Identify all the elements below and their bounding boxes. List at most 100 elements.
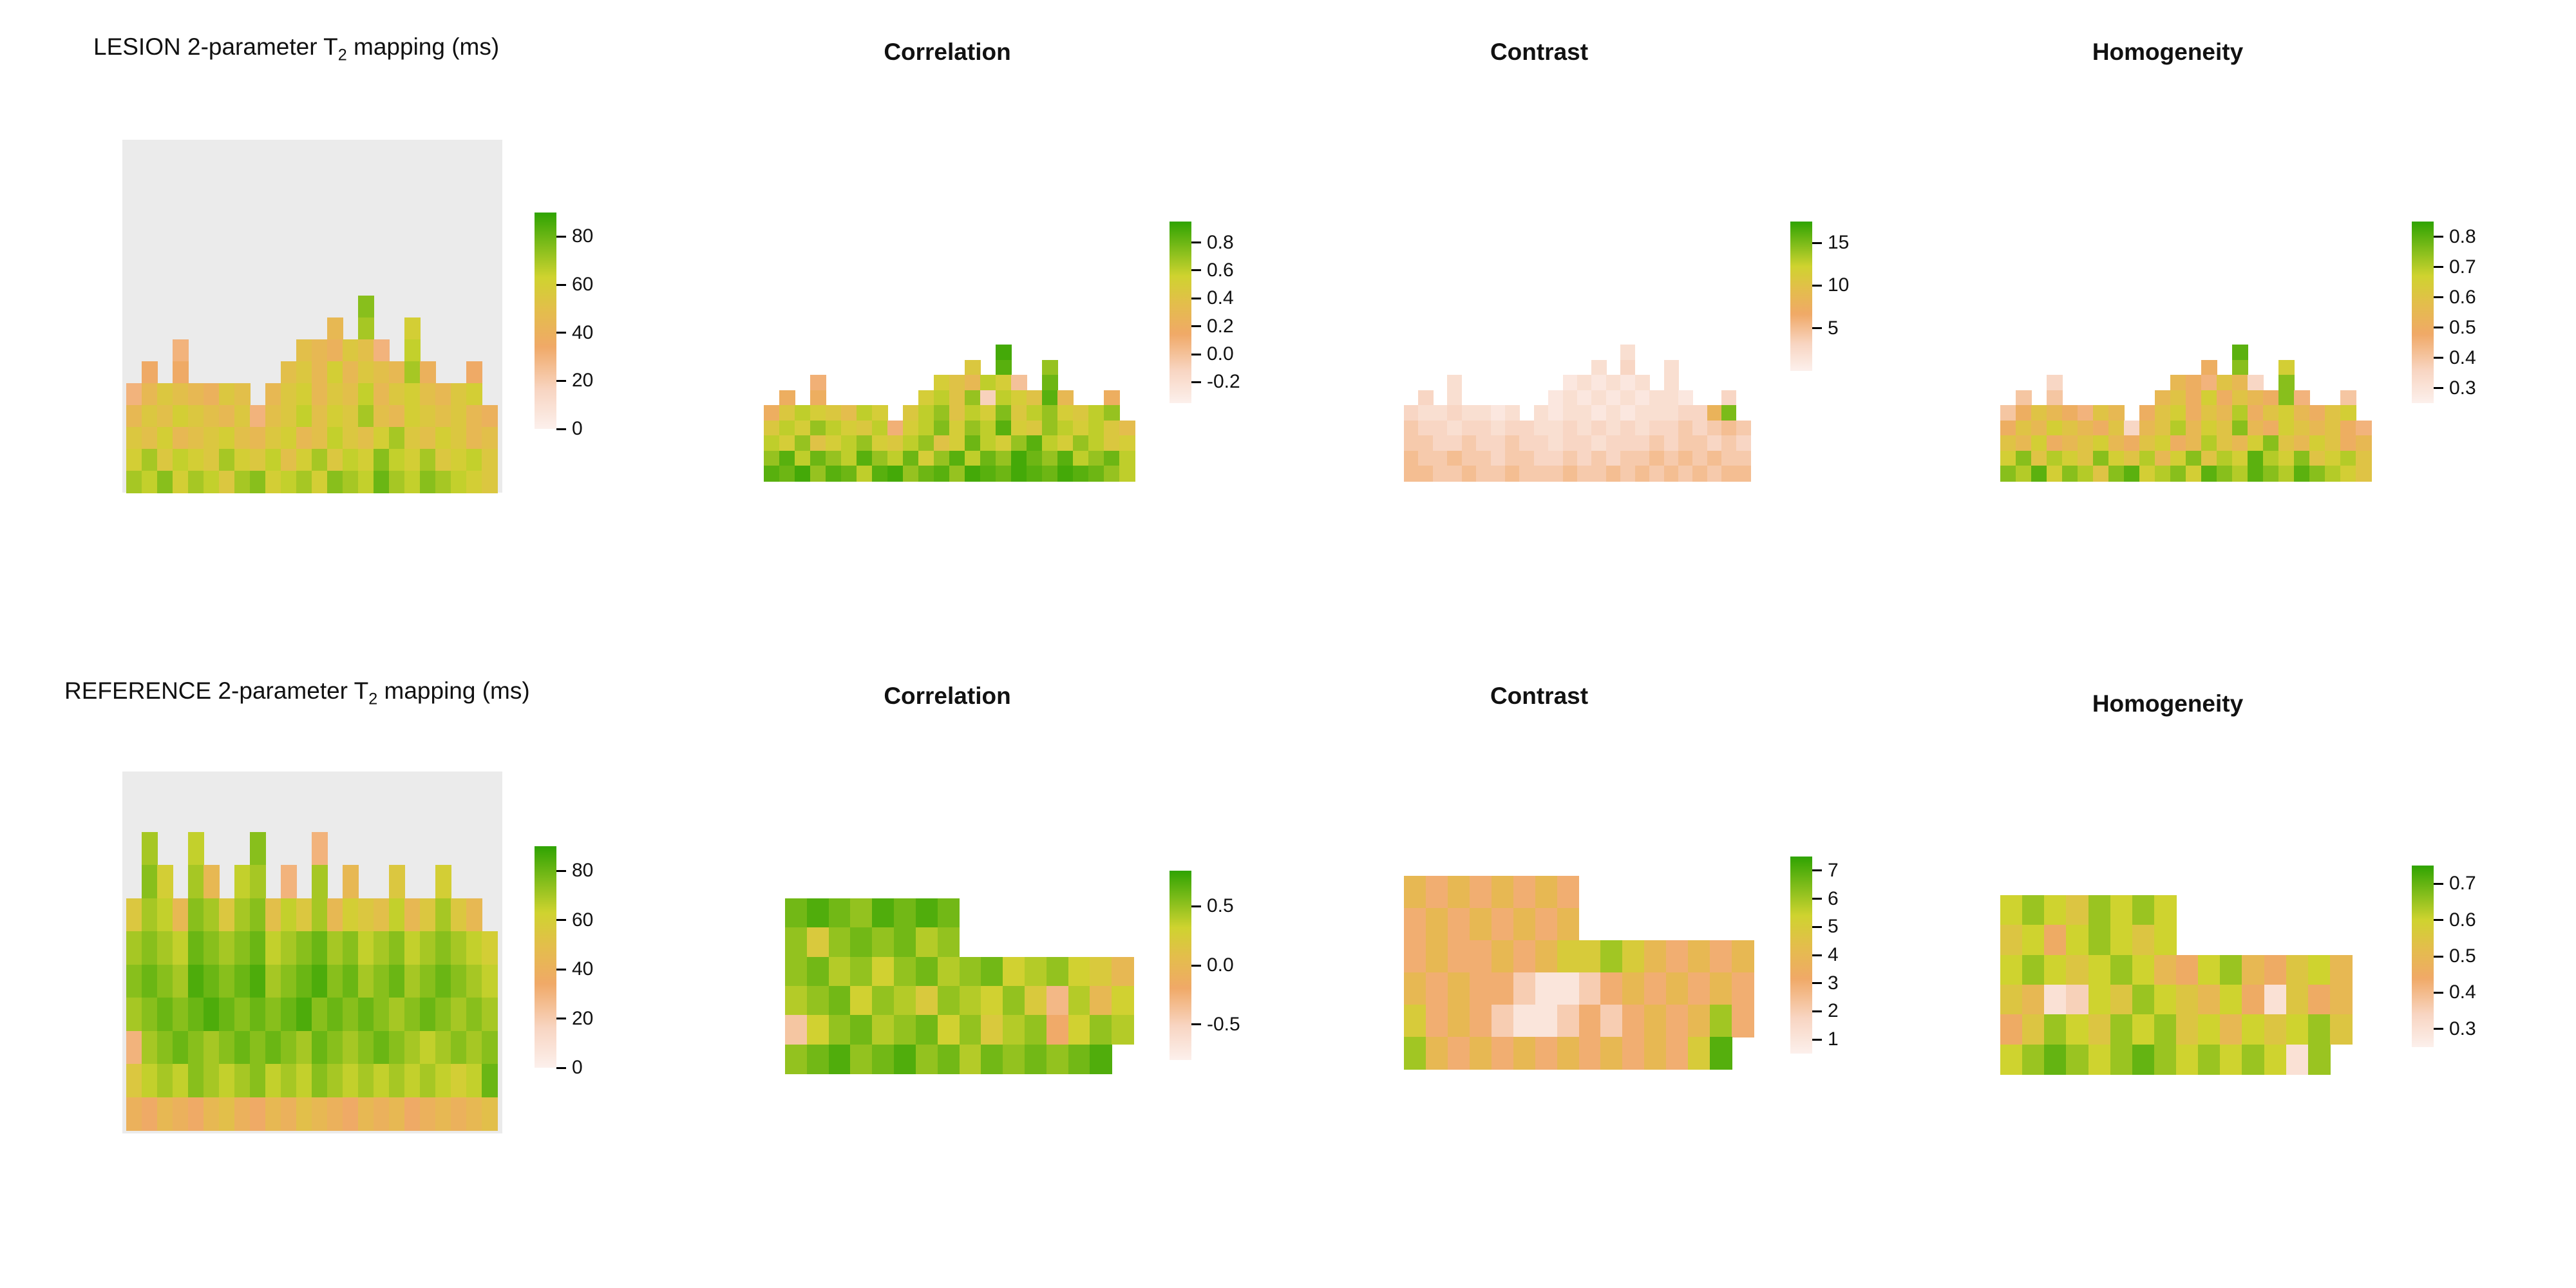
heatmap-cell [420,383,436,406]
heatmap-cell [2220,1044,2243,1075]
heatmap-cell [281,361,297,384]
heatmap-cell [1027,390,1043,406]
heatmap-cell [157,1030,173,1065]
heatmap-cell [2201,375,2217,391]
heatmap-cell [2232,375,2248,391]
heatmap-cell [1666,1037,1689,1070]
heatmap-cell [1513,972,1536,1005]
heatmap-cell [142,931,158,965]
heatmap-cell [358,471,374,493]
heatmap-cell [1513,1037,1536,1070]
heatmap-cell [887,435,904,451]
heatmap-cell [857,420,873,437]
heatmap-cell [126,1097,142,1131]
heatmap-cell [872,956,895,987]
heatmap-cell [1649,390,1665,406]
heatmap-reference-homogeneity [2000,895,2353,1075]
heatmap-cell [1736,450,1751,467]
legend-tick-label: 60 [572,274,594,295]
heatmap-cell [841,466,857,482]
heatmap-cell [2307,1014,2331,1045]
legend-tick-label: 0.6 [1207,259,1234,281]
heatmap-cell [2232,345,2248,361]
heatmap-cell [466,1030,482,1065]
legend-tick [1191,297,1201,299]
heatmap-cell [2022,954,2045,985]
heatmap-cell [204,405,220,428]
heatmap-cell [1600,1037,1624,1070]
heatmap-cell [2170,390,2186,406]
heatmap-cell [466,1064,482,1098]
heatmap-cell [296,383,312,406]
heatmap-cell [1425,876,1448,909]
heatmap-cell [980,405,996,421]
heatmap-cell [404,1064,421,1098]
legend-tick [2434,955,2443,958]
heatmap-cell [250,1030,266,1065]
heatmap-cell [2340,450,2356,467]
heatmap-cell [126,449,142,471]
heatmap-cell [2047,435,2063,451]
legend-tick [1191,381,1201,383]
heatmap-cell [1622,1037,1645,1070]
heatmap-cell [2044,954,2067,985]
heatmap-cell [265,1030,281,1065]
heatmap-cell [389,964,405,998]
legend-tick [2434,882,2443,885]
heatmap-cell [1404,908,1426,941]
heatmap-cell [250,998,266,1032]
heatmap-cell [1490,435,1506,451]
legend-tick-label: -0.2 [1207,371,1240,393]
heatmap-cell [2232,466,2248,482]
heatmap-cell [250,405,266,428]
heatmap-cell [2022,985,2045,1016]
heatmap-cell [1088,435,1104,451]
heatmap-cell [2201,420,2217,437]
heatmap-cell [1469,940,1492,973]
heatmap-cell [343,449,359,471]
heatmap-cell [358,361,374,384]
legend-tick [1812,898,1822,900]
heatmap-cell [466,361,482,384]
colorbar-legend: 0 20 40 60 80 [535,846,676,1078]
heatmap-cell [810,466,826,482]
heatmap-cell [1119,450,1135,467]
heatmap-cell [250,449,266,471]
heatmap-cell [374,339,390,362]
legend-tick [1812,982,1822,985]
heatmap-cell [2044,895,2067,926]
heatmap-cell [219,405,235,428]
heatmap-cell [1104,450,1120,467]
heatmap-cell [1090,956,1112,987]
heatmap-cell [296,1097,312,1131]
heatmap-cell [1692,435,1708,451]
heatmap-cell [1042,420,1058,437]
heatmap-cell [358,383,374,406]
heatmap-cell [2155,435,2171,451]
heatmap-cell [1533,420,1549,437]
heatmap-cell [1548,390,1564,406]
heatmap-cell [2000,1044,2023,1075]
heatmap-cell [188,865,204,899]
heatmap-cell [2154,895,2177,926]
heatmap-cell [2031,405,2047,421]
heatmap-cell [281,1030,297,1065]
heatmap-cell [2132,954,2155,985]
heatmap-cell [1011,466,1027,482]
panel-title-reference-contrast: Contrast [1410,683,1668,710]
heatmap-cell [327,1030,343,1065]
heatmap-cell [482,1064,498,1098]
heatmap-cell [188,1030,204,1065]
heatmap-cell [828,1044,851,1074]
heatmap-cell [1710,1005,1732,1037]
heatmap-cell [2248,450,2264,467]
heatmap-cell [1104,466,1120,482]
heatmap-cell [420,449,436,471]
legend-tick [1191,269,1201,272]
heatmap-cell [312,931,328,965]
heatmap-cell [219,898,235,933]
heatmap-cell [188,1097,204,1131]
heatmap-cell [2176,1044,2199,1075]
heatmap-cell [265,449,281,471]
heatmap-cell [2016,435,2032,451]
